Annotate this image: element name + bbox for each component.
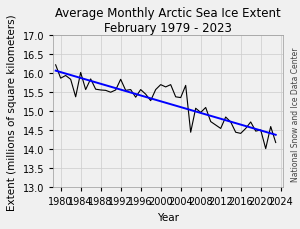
Title: Average Monthly Arctic Sea Ice Extent
February 1979 - 2023: Average Monthly Arctic Sea Ice Extent Fe… <box>55 7 281 35</box>
X-axis label: Year: Year <box>157 212 179 222</box>
Y-axis label: Extent (millions of square kilometers): Extent (millions of square kilometers) <box>7 14 17 210</box>
Text: National Snow and Ice Data Center: National Snow and Ice Data Center <box>291 48 300 181</box>
